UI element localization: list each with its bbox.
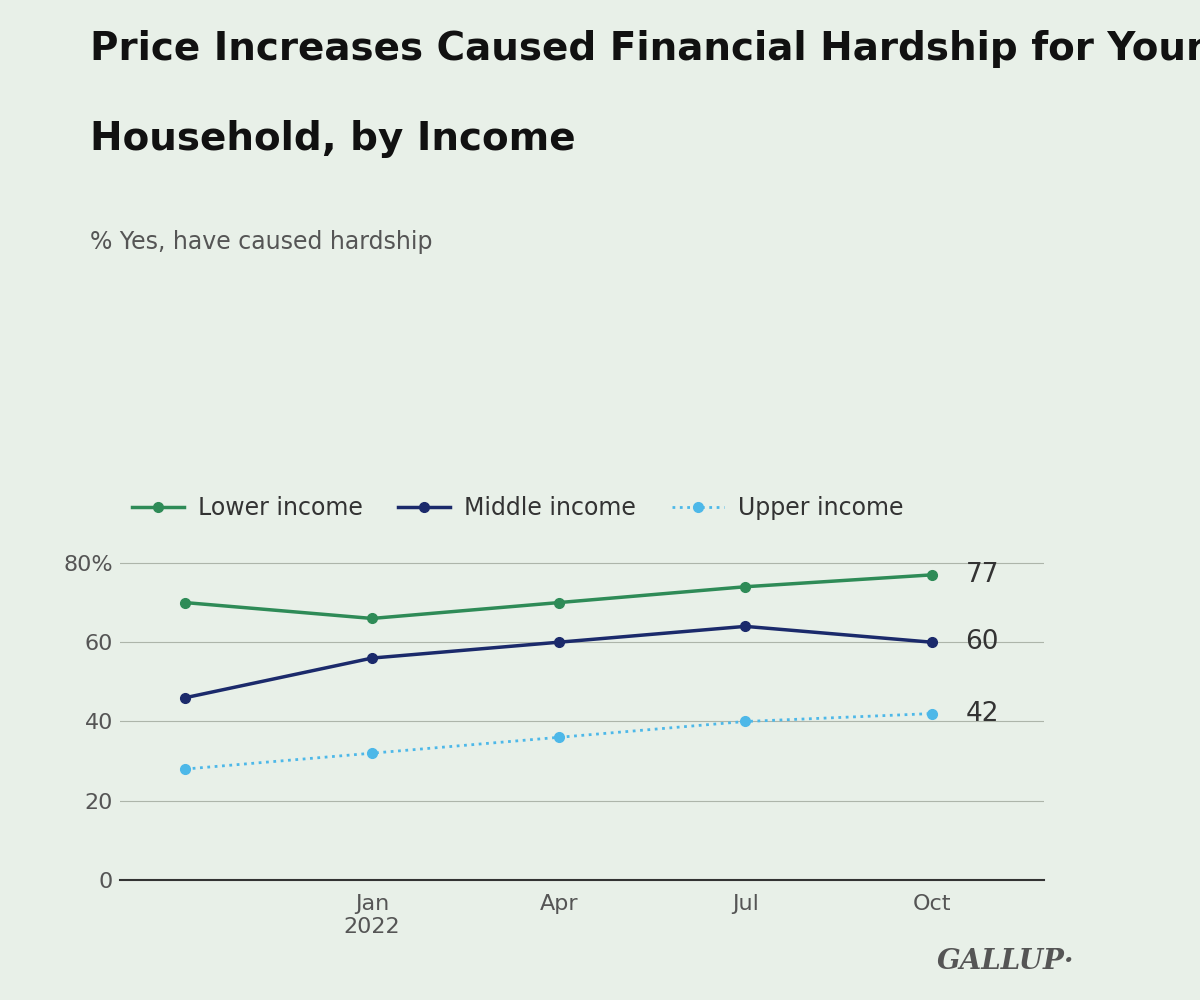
Text: 42: 42 <box>966 701 1000 727</box>
Text: 60: 60 <box>966 629 1000 655</box>
Text: 77: 77 <box>966 562 1000 588</box>
Text: Price Increases Caused Financial Hardship for Your: Price Increases Caused Financial Hardshi… <box>90 30 1200 68</box>
Legend: Lower income, Middle income, Upper income: Lower income, Middle income, Upper incom… <box>132 496 904 520</box>
Text: Household, by Income: Household, by Income <box>90 120 576 158</box>
Text: GALLUP·: GALLUP· <box>936 948 1074 975</box>
Text: % Yes, have caused hardship: % Yes, have caused hardship <box>90 230 432 254</box>
